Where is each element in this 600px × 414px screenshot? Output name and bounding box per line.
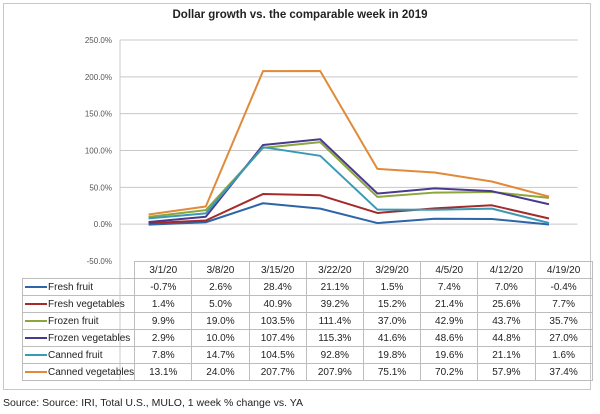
table-corner [22, 261, 136, 279]
data-label: 107.4% [248, 329, 307, 347]
series-line-frozen-fruit [148, 141, 550, 218]
data-label: 7.4% [420, 278, 479, 296]
x-tick-label: 3/22/20 [305, 261, 364, 279]
data-label: 21.1% [477, 346, 536, 364]
legend-entry: Canned fruit [21, 346, 136, 364]
data-label: 42.9% [420, 312, 479, 330]
data-label: 7.7% [534, 295, 593, 313]
data-label: 21.4% [420, 295, 479, 313]
data-label: 70.2% [420, 363, 479, 381]
data-label: 5.0% [191, 295, 250, 313]
legend-label: Fresh fruit [48, 281, 94, 293]
legend-label: Frozen fruit [48, 315, 99, 327]
x-tick-label: 3/29/20 [362, 261, 422, 279]
data-label: 43.7% [477, 312, 536, 330]
data-label: 1.6% [534, 346, 593, 364]
y-tick-label: 100.0% [85, 147, 112, 156]
x-tick-label: 4/5/20 [420, 261, 479, 279]
data-label: 21.1% [305, 278, 364, 296]
y-tick-label: 200.0% [85, 73, 112, 82]
y-tick-label: 50.0% [89, 183, 112, 192]
data-label: 57.9% [477, 363, 536, 381]
data-label: 24.0% [191, 363, 250, 381]
data-label: 19.0% [191, 312, 250, 330]
table-row: Canned vegetables 13.1% 24.0% 207.7% 207.9% 7… [21, 363, 593, 381]
y-tick-label: 150.0% [85, 110, 112, 119]
data-label: 28.4% [248, 278, 307, 296]
data-label: 92.8% [305, 346, 364, 364]
data-label: 37.4% [534, 363, 593, 381]
table-row: Canned fruit 7.8% 14.7% 104.5% 92.8% 19.8% 19.… [21, 346, 593, 364]
y-tick-label: 250.0% [85, 36, 112, 45]
data-label: 207.7% [248, 363, 307, 381]
data-label: 7.0% [477, 278, 536, 296]
y-tick-label: 0.0% [94, 220, 112, 229]
x-tick-label: 3/8/20 [191, 261, 250, 279]
data-label: 27.0% [534, 329, 593, 347]
data-label: 2.6% [191, 278, 250, 296]
x-tick-label: 4/12/20 [477, 261, 536, 279]
data-label: 115.3% [305, 329, 364, 347]
data-label: 48.6% [420, 329, 479, 347]
data-label: 10.0% [191, 329, 250, 347]
legend-entry: Fresh fruit [21, 278, 136, 296]
legend-key-icon [25, 285, 47, 288]
data-label: 40.9% [248, 295, 307, 313]
legend-entry: Frozen fruit [21, 312, 136, 330]
data-label: 103.5% [248, 312, 307, 330]
data-label: 15.2% [362, 295, 422, 313]
legend-label: Canned fruit [48, 349, 103, 361]
chart-title: Dollar growth vs. the comparable week in… [172, 9, 428, 21]
data-label: 37.0% [362, 312, 422, 330]
data-label: 25.6% [477, 295, 536, 313]
legend-label: Fresh vegetables [48, 298, 125, 310]
data-label: 13.1% [134, 363, 193, 381]
table-row: Fresh fruit -0.7% 2.6% 28.4% 21.1% 1.5% 7.4% 7.… [21, 278, 593, 296]
legend-key-icon [25, 370, 47, 373]
x-tick-label: 3/1/20 [134, 261, 193, 279]
data-label: 44.8% [477, 329, 536, 347]
legend-entry: Frozen vegetables [21, 329, 136, 347]
data-label: 41.6% [362, 329, 422, 347]
data-label: 207.9% [305, 363, 364, 381]
x-tick-label: 3/15/20 [248, 261, 307, 279]
legend-entry: Fresh vegetables [21, 295, 136, 313]
data-label: -0.4% [534, 278, 593, 296]
x-tick-label: 4/19/20 [534, 261, 593, 279]
data-label: 1.4% [134, 295, 193, 313]
legend-entry: Canned vegetables [21, 363, 136, 381]
series-line-canned-fruit [148, 146, 550, 224]
legend-label: Frozen vegetables [48, 332, 131, 344]
series-line-fresh-vegetables [148, 193, 550, 225]
legend-key-icon [25, 319, 47, 322]
data-label: 9.9% [134, 312, 193, 330]
data-label: 1.5% [362, 278, 422, 296]
data-label: 35.7% [534, 312, 593, 330]
data-label: 75.1% [362, 363, 422, 381]
data-label: 19.8% [362, 346, 422, 364]
legend-label: Canned vegetables [48, 366, 135, 378]
data-label: 104.5% [248, 346, 307, 364]
data-table: 3/1/20 3/8/20 3/15/20 3/22/20 3/29/20 4/5/20 4… [21, 261, 593, 381]
table-row: Frozen fruit 9.9% 19.0% 103.5% 111.4% 37.0% 42… [21, 312, 593, 330]
legend-key-icon [25, 353, 47, 356]
data-label: 7.8% [134, 346, 193, 364]
data-label: 39.2% [305, 295, 364, 313]
data-label: 111.4% [305, 312, 364, 330]
series-line-canned-vegetables [148, 70, 550, 216]
data-label: 14.7% [191, 346, 250, 364]
legend-key-icon [25, 302, 47, 305]
series-line-fresh-fruit [148, 202, 550, 226]
source-note: Source: Source: IRI, Total U.S., MULO, 1… [3, 397, 303, 409]
data-label: 2.9% [134, 329, 193, 347]
data-label: -0.7% [134, 278, 193, 296]
series-line-frozen-vegetables [148, 138, 550, 224]
table-row: Fresh vegetables 1.4% 5.0% 40.9% 39.2% 15.2% 2… [21, 295, 593, 313]
legend-key-icon [25, 336, 47, 339]
data-label: 19.6% [420, 346, 479, 364]
table-row: Frozen vegetables 2.9% 10.0% 107.4% 115.3% 41… [21, 329, 593, 347]
